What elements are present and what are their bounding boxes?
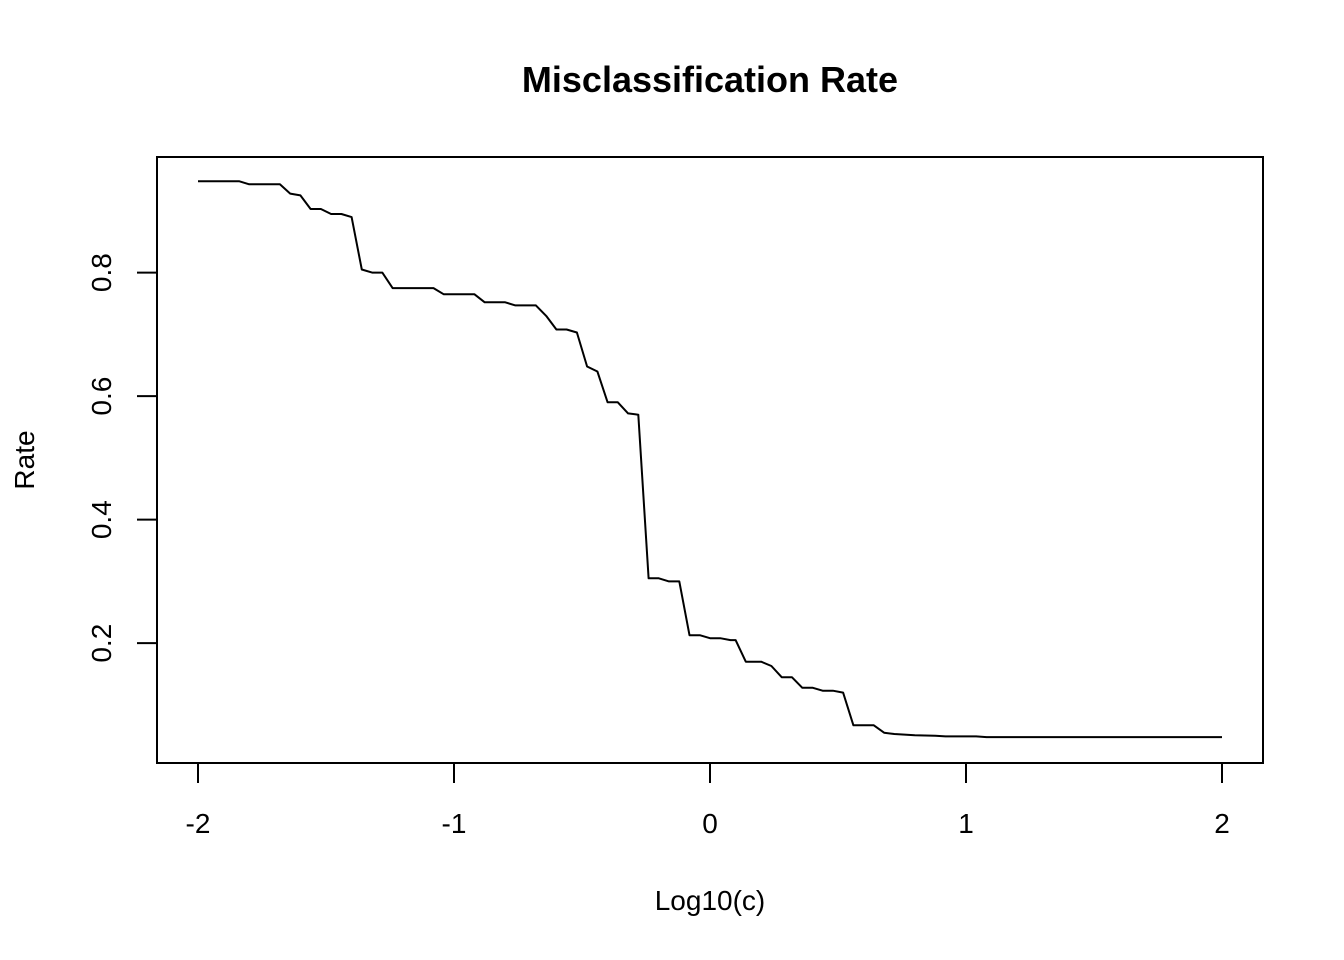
y-axis: 0.2 0.4 0.6 0.8 — [86, 253, 158, 663]
x-axis-label: Log10(c) — [655, 885, 766, 916]
x-tick-label: -1 — [442, 808, 467, 839]
x-axis: -2 -1 0 1 2 — [186, 762, 1230, 839]
x-tick-label: 1 — [958, 808, 974, 839]
series-line — [198, 180, 1222, 739]
y-tick-label: 0.2 — [86, 624, 117, 663]
plot-frame — [156, 156, 1264, 764]
x-tick-label: -2 — [186, 808, 211, 839]
y-tick-label: 0.6 — [86, 377, 117, 416]
y-tick-label: 0.8 — [86, 253, 117, 292]
y-axis-label: Rate — [9, 430, 40, 489]
x-tick-label: 2 — [1214, 808, 1230, 839]
y-tick-label: 0.4 — [86, 500, 117, 539]
x-tick-label: 0 — [702, 808, 718, 839]
chart-title: Misclassification Rate — [522, 59, 898, 100]
